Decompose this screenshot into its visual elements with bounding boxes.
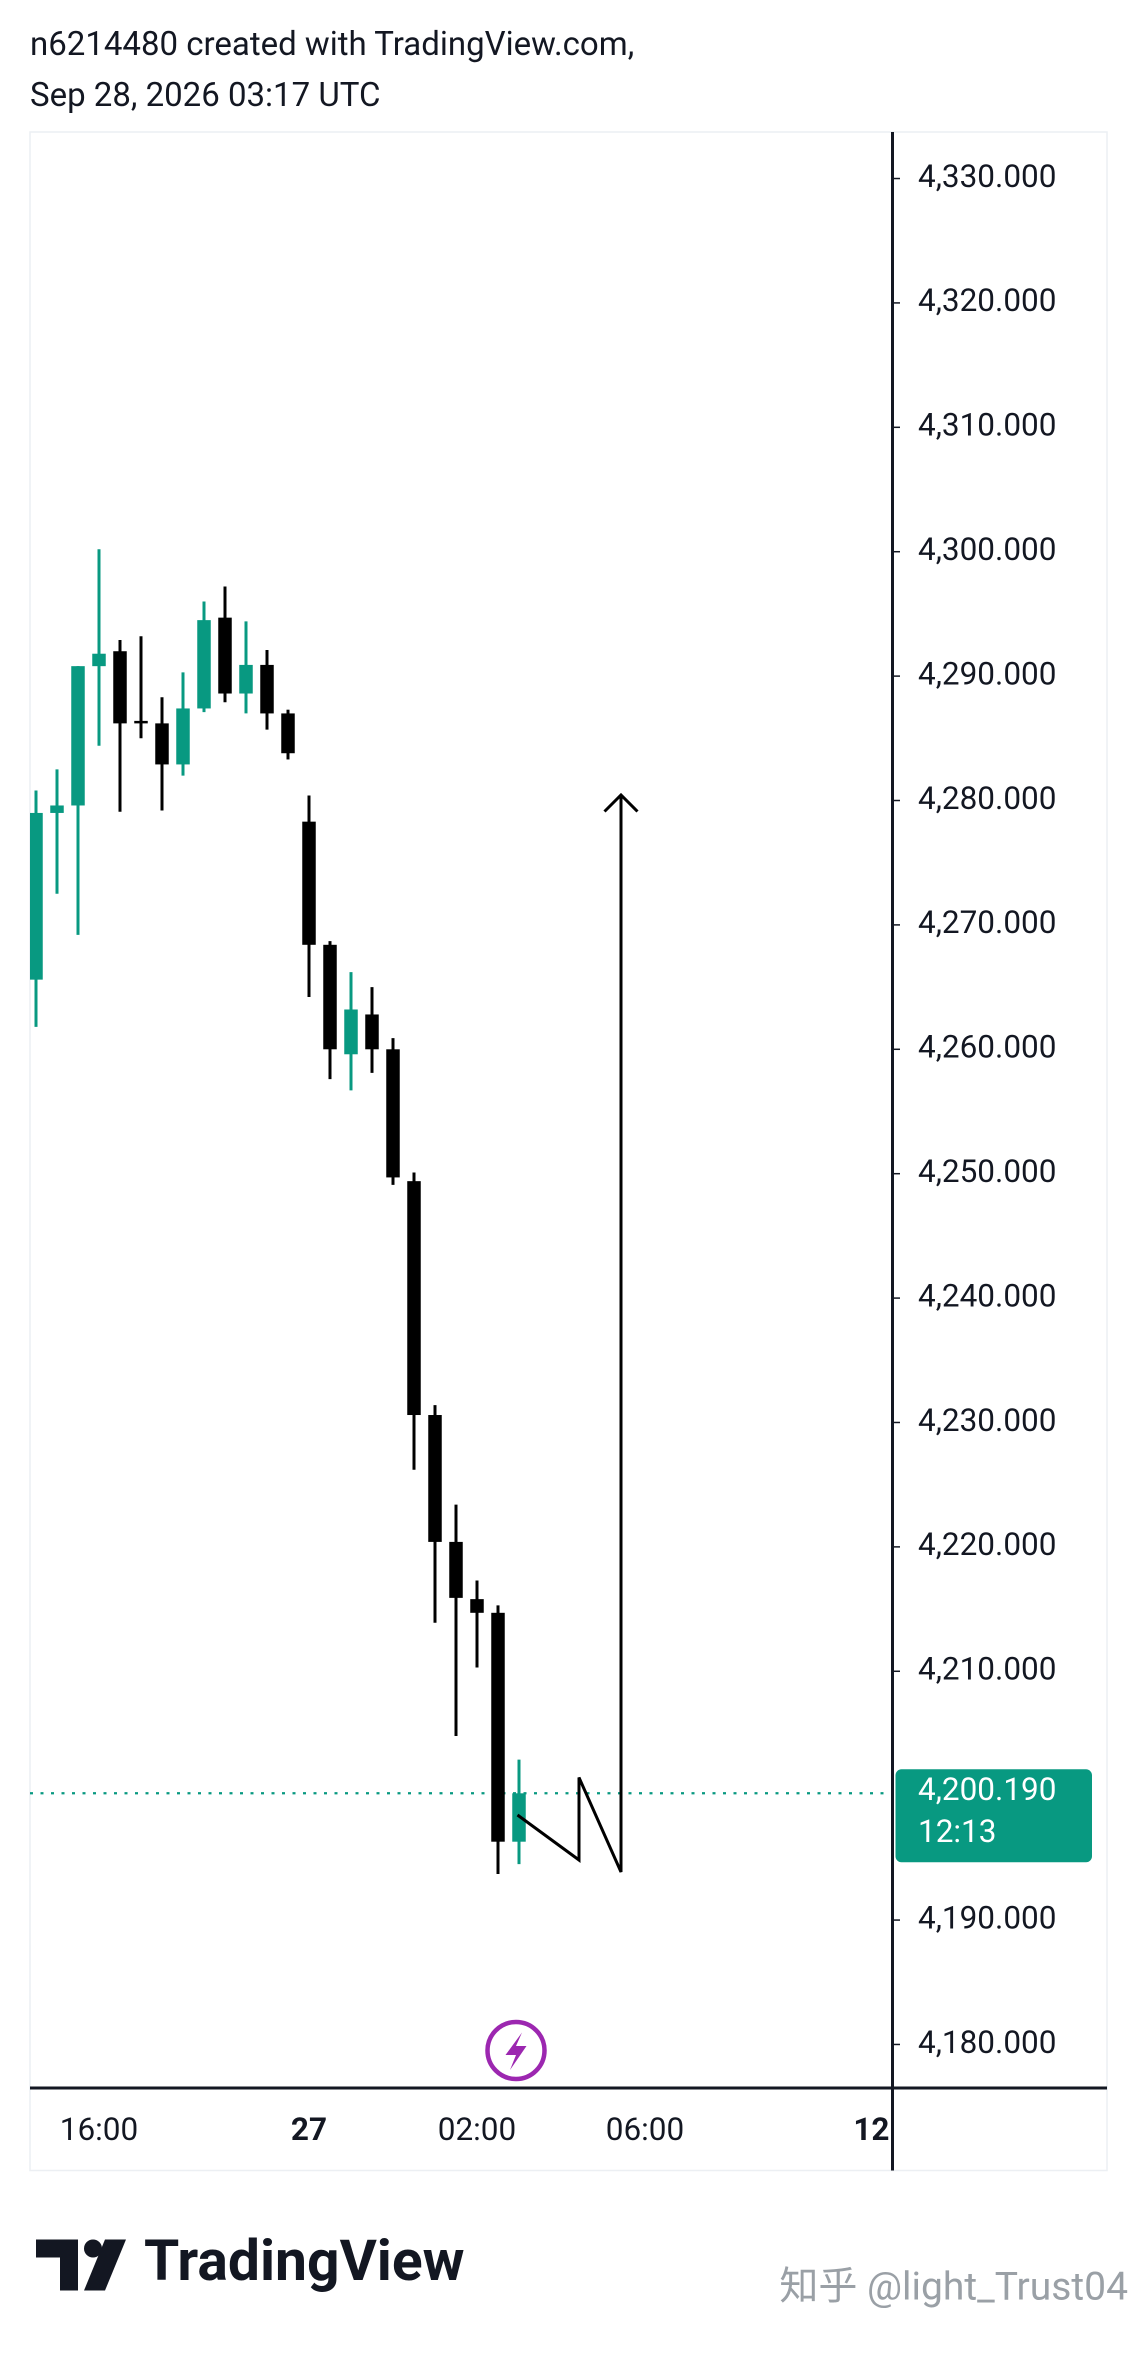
drawing-arrowhead — [603, 792, 639, 813]
countdown-label: 12:13 — [918, 1813, 996, 1850]
y-axis: 4,180.000 4,190.000 4,210.000 4,220.000 4,23… — [892, 158, 1056, 2061]
y-tick-label: 4,310.000 — [918, 407, 1056, 444]
candle-body — [218, 617, 232, 694]
candle-body — [407, 1181, 421, 1416]
candle-body — [323, 944, 337, 1050]
candle-body — [71, 666, 85, 806]
x-tick-label: 16:00 — [60, 2111, 138, 2148]
candle-body — [260, 664, 274, 714]
candle-body — [155, 723, 169, 765]
candle-body — [449, 1541, 463, 1598]
candle-body — [30, 812, 43, 980]
candle-body — [176, 708, 190, 765]
x-tick-label: 12 — [853, 2111, 889, 2148]
logo-text: TradingView — [144, 2227, 465, 2294]
y-tick-label: 4,240.000 — [918, 1277, 1056, 1314]
candle-body — [302, 821, 316, 945]
y-tick-label: 4,280.000 — [918, 780, 1056, 817]
candle-body — [344, 1009, 358, 1055]
y-tick-label: 4,260.000 — [918, 1029, 1056, 1066]
y-tick-label: 4,230.000 — [918, 1402, 1056, 1439]
candle-body — [92, 653, 106, 667]
y-tick-label: 4,190.000 — [918, 1899, 1056, 1936]
y-tick-label: 4,320.000 — [918, 282, 1056, 319]
plot-area — [30, 549, 893, 1875]
candle-body — [113, 651, 127, 724]
logo-mark — [36, 2239, 78, 2291]
candle-body — [134, 720, 148, 724]
watermark: 知乎 @light_Trust04 — [779, 2263, 1128, 2309]
candle-body — [281, 713, 295, 754]
last-price-badge: 4,200.190 12:13 — [895, 1769, 1092, 1863]
author-line: n6214480 created with TradingView.com, — [30, 25, 634, 64]
drawing-path — [516, 795, 623, 1873]
candle-body — [470, 1599, 484, 1613]
date-line: Sep 28, 2026 03:17 UTC — [30, 76, 380, 115]
x-tick-label: 02:00 — [438, 2111, 516, 2148]
candle-body — [239, 664, 253, 694]
y-tick-label: 4,250.000 — [918, 1153, 1056, 1190]
x-tick-label: 06:00 — [606, 2111, 684, 2148]
y-tick-label: 4,210.000 — [918, 1651, 1056, 1688]
candle-body — [491, 1612, 505, 1842]
candle-body — [386, 1049, 400, 1178]
candle-body — [428, 1415, 442, 1542]
last-price-label: 4,200.190 — [918, 1771, 1056, 1808]
x-axis: 16:00 27 02:00 06:00 12 — [60, 2111, 890, 2148]
logo-mark — [84, 2239, 126, 2291]
event-icon-bolt — [505, 2032, 527, 2070]
y-tick-label: 4,180.000 — [918, 2024, 1056, 2061]
y-tick-label: 4,270.000 — [918, 904, 1056, 941]
candle-body — [197, 620, 211, 709]
y-tick-label: 4,330.000 — [918, 158, 1056, 195]
tradingview-logo: TradingView — [36, 2227, 465, 2294]
y-tick-label: 4,300.000 — [918, 531, 1056, 568]
x-tick-label: 27 — [291, 2111, 327, 2148]
chart-frame — [29, 131, 1108, 2172]
event-icon[interactable] — [485, 2019, 547, 2082]
candle-body — [365, 1014, 379, 1050]
candle-body — [50, 805, 64, 813]
logo-dot — [84, 2239, 102, 2258]
y-tick-label: 4,220.000 — [918, 1526, 1056, 1563]
y-tick-label: 4,290.000 — [918, 655, 1056, 692]
badge-bg — [895, 1769, 1092, 1863]
